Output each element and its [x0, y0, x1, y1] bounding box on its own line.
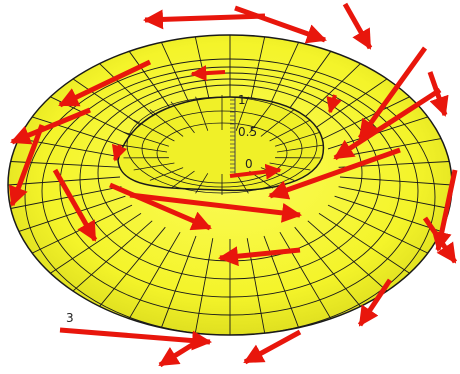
mesh-longitude-line: [294, 226, 361, 307]
vector-arrow: [8, 124, 45, 207]
vector-arrow: [243, 329, 302, 365]
mesh-longitude-line: [307, 78, 388, 134]
vector-arrow: [59, 327, 212, 351]
mesh-longitude-line: [72, 78, 153, 134]
vector-arrow: [190, 65, 226, 82]
hole-mesh-spoke: [149, 109, 184, 137]
vector-arrow: [229, 163, 282, 180]
vector-arrow: [158, 337, 202, 368]
hole-mesh-spoke: [133, 162, 175, 171]
mesh-longitude-line: [338, 186, 450, 209]
mesh-longitude-line: [99, 226, 166, 307]
vector-arrow: [52, 168, 98, 242]
hole-mesh-spoke: [276, 144, 325, 153]
hole-mesh-spoke: [170, 170, 195, 189]
vector-arrow: [326, 94, 342, 114]
axis-tick-label-1: 1: [238, 93, 246, 107]
vector-field-arrows: [8, 2, 458, 368]
vector-arrow: [357, 46, 428, 140]
vector-arrow: [268, 147, 401, 200]
hole-mesh-spoke: [269, 119, 311, 142]
vector-arrow: [109, 182, 212, 231]
vector-arrow: [58, 59, 152, 108]
axis-tick-label-0: 0: [245, 157, 253, 171]
mesh-longitude-line: [72, 220, 153, 292]
z-axis-ticks: [230, 99, 235, 173]
mesh-longitude-line: [32, 116, 133, 150]
hole-mesh-spoke: [260, 109, 295, 137]
mesh-longitude-line: [318, 213, 410, 274]
mesh-longitude-line: [50, 213, 142, 274]
torus-hole-mesh: [119, 95, 325, 195]
corner-label: 3: [66, 311, 74, 325]
vector-arrow: [342, 2, 373, 50]
mesh-longitude-line: [10, 186, 122, 209]
mesh-longitude-line: [128, 231, 181, 319]
hole-mesh-spoke: [123, 131, 170, 147]
mesh-longitude-line: [160, 235, 197, 328]
mesh-longitude-line: [339, 176, 453, 186]
hole-mesh-spoke: [133, 119, 175, 142]
vector-arrow: [218, 246, 301, 267]
mesh-longitude-line: [334, 195, 442, 232]
mesh-longitude-line: [194, 238, 214, 334]
hole-mesh-spoke: [149, 167, 184, 181]
vector-arrow: [143, 9, 266, 30]
vector-arrow: [357, 278, 393, 327]
hole-mesh-spoke: [274, 131, 321, 147]
mesh-longitude-line: [327, 204, 428, 254]
mesh-longitude-line: [279, 231, 332, 319]
mesh-longitude-line: [307, 220, 388, 292]
hole-mesh-spoke: [235, 96, 249, 131]
vector-arrow: [333, 87, 442, 161]
hole-mesh-spoke: [249, 101, 274, 134]
hole-mesh-spoke: [119, 144, 168, 153]
z-axis: 1 0.5 0: [230, 93, 257, 175]
vector-arrow: [234, 5, 327, 44]
vector-arrow: [422, 216, 458, 264]
axis-tick-label-0-5: 0.5: [238, 125, 257, 139]
vector-arrow: [129, 192, 302, 223]
hole-mesh-spoke: [170, 101, 195, 134]
vector-arrow: [431, 169, 458, 252]
vector-arrow: [10, 107, 91, 145]
mesh-longitude-line: [18, 195, 126, 232]
hole-mesh-spoke: [195, 173, 209, 194]
hole-mesh-spoke: [195, 96, 209, 131]
vector-arrow: [111, 143, 128, 162]
